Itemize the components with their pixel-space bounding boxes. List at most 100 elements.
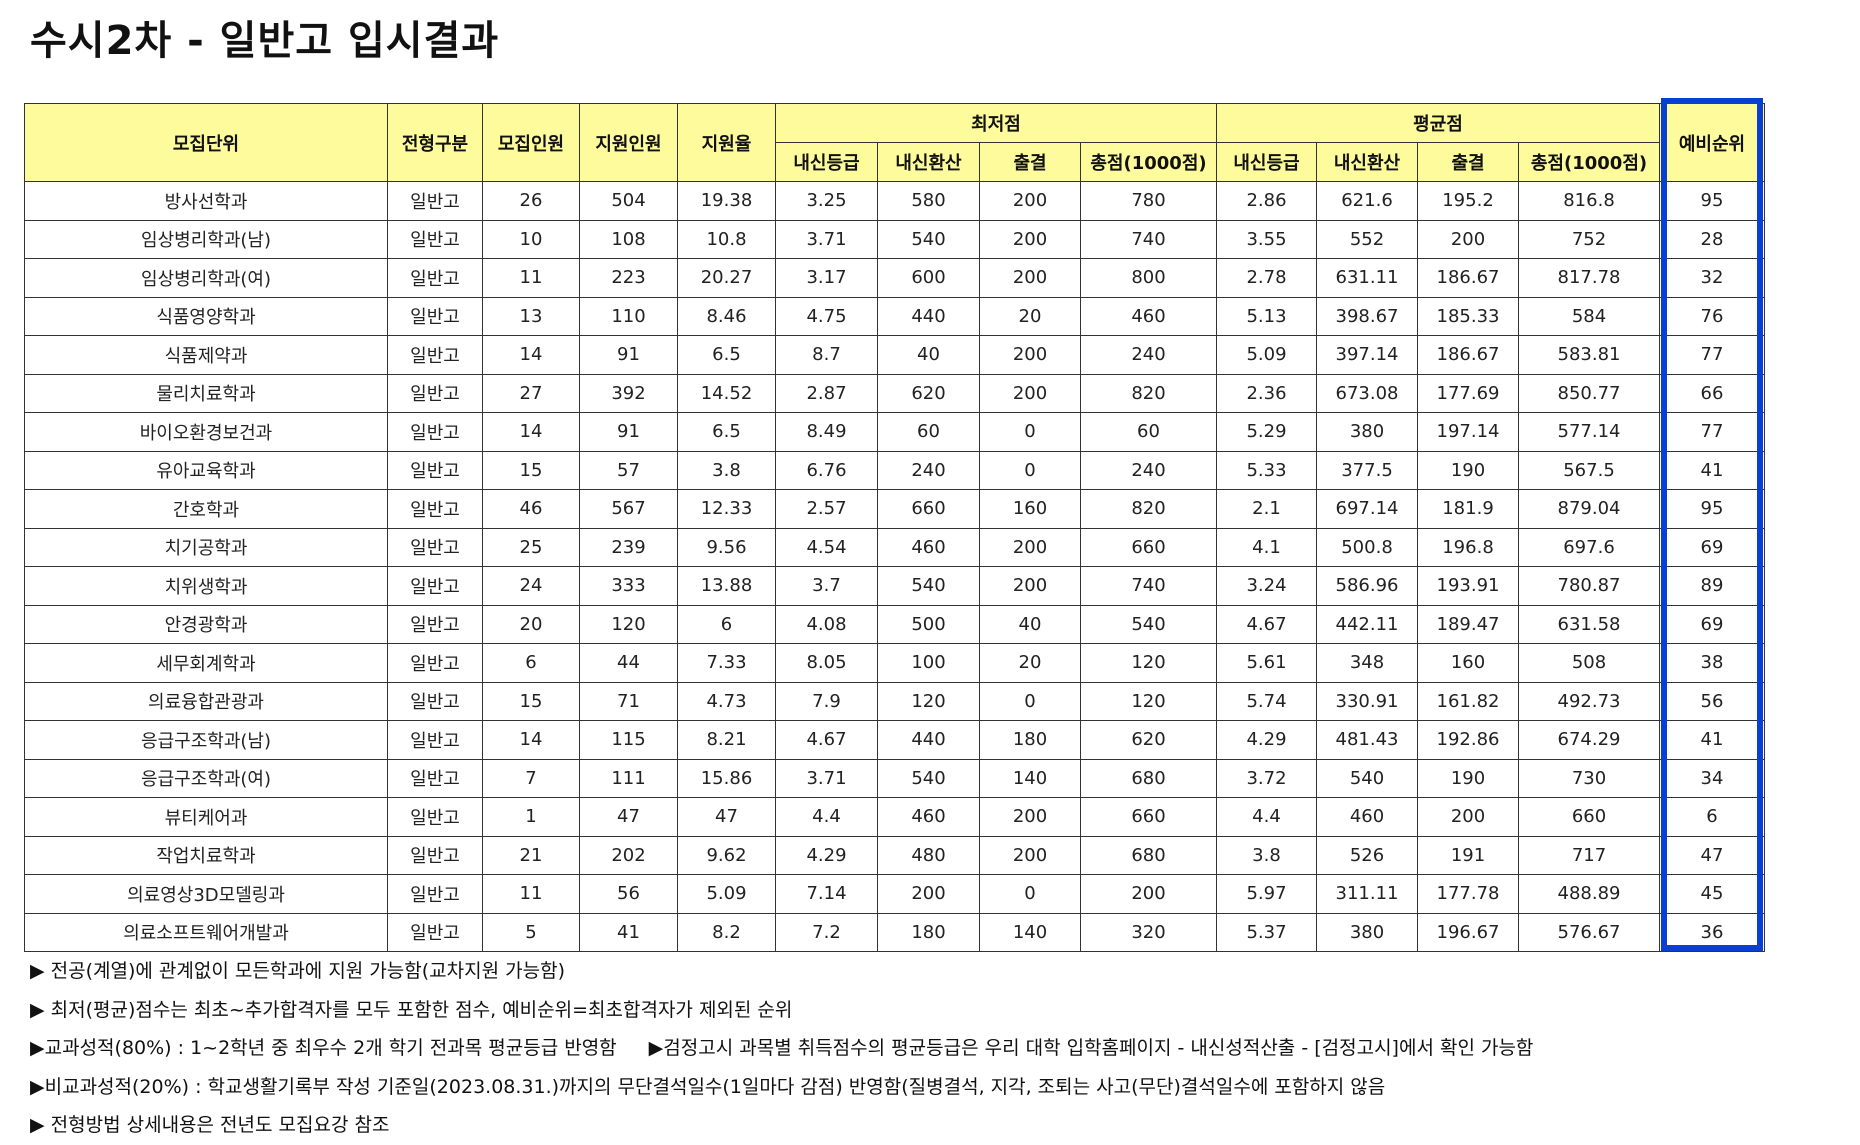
cell-min-converted: 540 [877,566,980,606]
cell-rate: 6.5 [677,335,776,375]
cell-avg-attendance: 196.8 [1417,527,1519,567]
cell-avg-grade: 4.29 [1216,720,1317,760]
cell-min-grade: 8.49 [775,412,878,452]
cell-unit: 응급구조학과(여) [24,758,388,798]
cell-avg-grade: 3.8 [1216,835,1317,875]
cell-avg-total: 488.89 [1518,874,1660,914]
cell-avg-attendance: 190 [1417,450,1519,490]
table-row: 바이오환경보건과 일반고 14 91 6.5 8.49 60 0 60 5.29 380 197.14… [24,412,1765,452]
cell-avg-attendance: 190 [1417,758,1519,798]
cell-avg-total: 780.87 [1518,566,1660,606]
cell-type: 일반고 [387,874,483,914]
cell-quota: 13 [482,296,580,336]
cell-avg-converted: 330.91 [1316,681,1418,721]
header-avg-attendance: 출결 [1417,142,1519,182]
cell-avg-converted: 586.96 [1316,566,1418,606]
header-min-total: 총점(1000점) [1080,142,1217,182]
cell-min-grade: 2.57 [775,489,878,529]
cell-avg-grade: 3.72 [1216,758,1317,798]
table-row: 식품영양학과 일반고 13 110 8.46 4.75 440 20 460 5.13 398.67… [24,296,1765,336]
table-row: 작업치료학과 일반고 21 202 9.62 4.29 480 200 680 3.8 526 191… [24,835,1765,875]
cell-applicants: 115 [579,720,678,760]
cell-reserve: 28 [1659,219,1765,259]
cell-reserve: 45 [1659,874,1765,914]
cell-type: 일반고 [387,258,483,298]
cell-avg-converted: 540 [1316,758,1418,798]
cell-applicants: 111 [579,758,678,798]
cell-avg-converted: 552 [1316,219,1418,259]
cell-quota: 7 [482,758,580,798]
cell-quota: 5 [482,912,580,952]
cell-type: 일반고 [387,181,483,221]
cell-min-grade: 4.75 [775,296,878,336]
cell-applicants: 56 [579,874,678,914]
cell-applicants: 120 [579,604,678,644]
cell-min-converted: 540 [877,758,980,798]
cell-min-total: 620 [1080,720,1217,760]
cell-reserve: 38 [1659,643,1765,683]
cell-type: 일반고 [387,604,483,644]
cell-min-total: 460 [1080,296,1217,336]
cell-type: 일반고 [387,489,483,529]
cell-min-grade: 4.54 [775,527,878,567]
cell-avg-total: 817.78 [1518,258,1660,298]
cell-avg-converted: 621.6 [1316,181,1418,221]
cell-avg-total: 816.8 [1518,181,1660,221]
cell-min-grade: 4.67 [775,720,878,760]
cell-min-total: 320 [1080,912,1217,952]
cell-min-grade: 2.87 [775,373,878,413]
cell-min-converted: 120 [877,681,980,721]
table-row: 의료융합관광과 일반고 15 71 4.73 7.9 120 0 120 5.74 330.91 16… [24,681,1765,721]
cell-avg-attendance: 189.47 [1417,604,1519,644]
cell-reserve: 41 [1659,450,1765,490]
cell-type: 일반고 [387,720,483,760]
cell-avg-attendance: 197.14 [1417,412,1519,452]
cell-avg-grade: 5.33 [1216,450,1317,490]
cell-rate: 47 [677,797,776,837]
cell-quota: 46 [482,489,580,529]
cell-applicants: 239 [579,527,678,567]
table-row: 안경광학과 일반고 20 120 6 4.08 500 40 540 4.67 442.11 189.… [24,604,1765,644]
cell-avg-attendance: 191 [1417,835,1519,875]
header-quota: 모집인원 [482,103,580,182]
cell-avg-attendance: 186.67 [1417,258,1519,298]
cell-min-converted: 480 [877,835,980,875]
cell-avg-attendance: 177.78 [1417,874,1519,914]
note-line: ▶ 전형방법 상세내용은 전년도 모집요강 참조 [30,1114,390,1136]
cell-unit: 치위생학과 [24,566,388,606]
table-row: 세무회계학과 일반고 6 44 7.33 8.05 100 20 120 5.61 348 160 50… [24,643,1765,683]
cell-applicants: 333 [579,566,678,606]
cell-reserve: 76 [1659,296,1765,336]
cell-applicants: 57 [579,450,678,490]
cell-quota: 10 [482,219,580,259]
cell-reserve: 6 [1659,797,1765,837]
cell-min-converted: 540 [877,219,980,259]
cell-reserve: 66 [1659,373,1765,413]
table-row: 임상병리학과(여) 일반고 11 223 20.27 3.17 600 200 800 2.78 6… [24,258,1765,298]
cell-unit: 의료융합관광과 [24,681,388,721]
table-row: 응급구조학과(여) 일반고 7 111 15.86 3.71 540 140 680 3.72 54… [24,758,1765,798]
cell-avg-attendance: 177.69 [1417,373,1519,413]
cell-min-converted: 500 [877,604,980,644]
cell-reserve: 32 [1659,258,1765,298]
cell-unit: 의료영상3D모델링과 [24,874,388,914]
cell-avg-converted: 500.8 [1316,527,1418,567]
cell-min-total: 820 [1080,489,1217,529]
cell-quota: 11 [482,258,580,298]
cell-min-attendance: 200 [979,219,1081,259]
table-row: 치기공학과 일반고 25 239 9.56 4.54 460 200 660 4.1 500.8 19… [24,527,1765,567]
cell-type: 일반고 [387,758,483,798]
cell-avg-grade: 4.4 [1216,797,1317,837]
cell-avg-grade: 3.24 [1216,566,1317,606]
cell-quota: 6 [482,643,580,683]
cell-type: 일반고 [387,527,483,567]
cell-avg-total: 583.81 [1518,335,1660,375]
cell-avg-converted: 377.5 [1316,450,1418,490]
cell-avg-total: 508 [1518,643,1660,683]
cell-rate: 9.62 [677,835,776,875]
cell-type: 일반고 [387,219,483,259]
cell-type: 일반고 [387,450,483,490]
cell-avg-attendance: 186.67 [1417,335,1519,375]
cell-min-converted: 620 [877,373,980,413]
cell-avg-converted: 348 [1316,643,1418,683]
